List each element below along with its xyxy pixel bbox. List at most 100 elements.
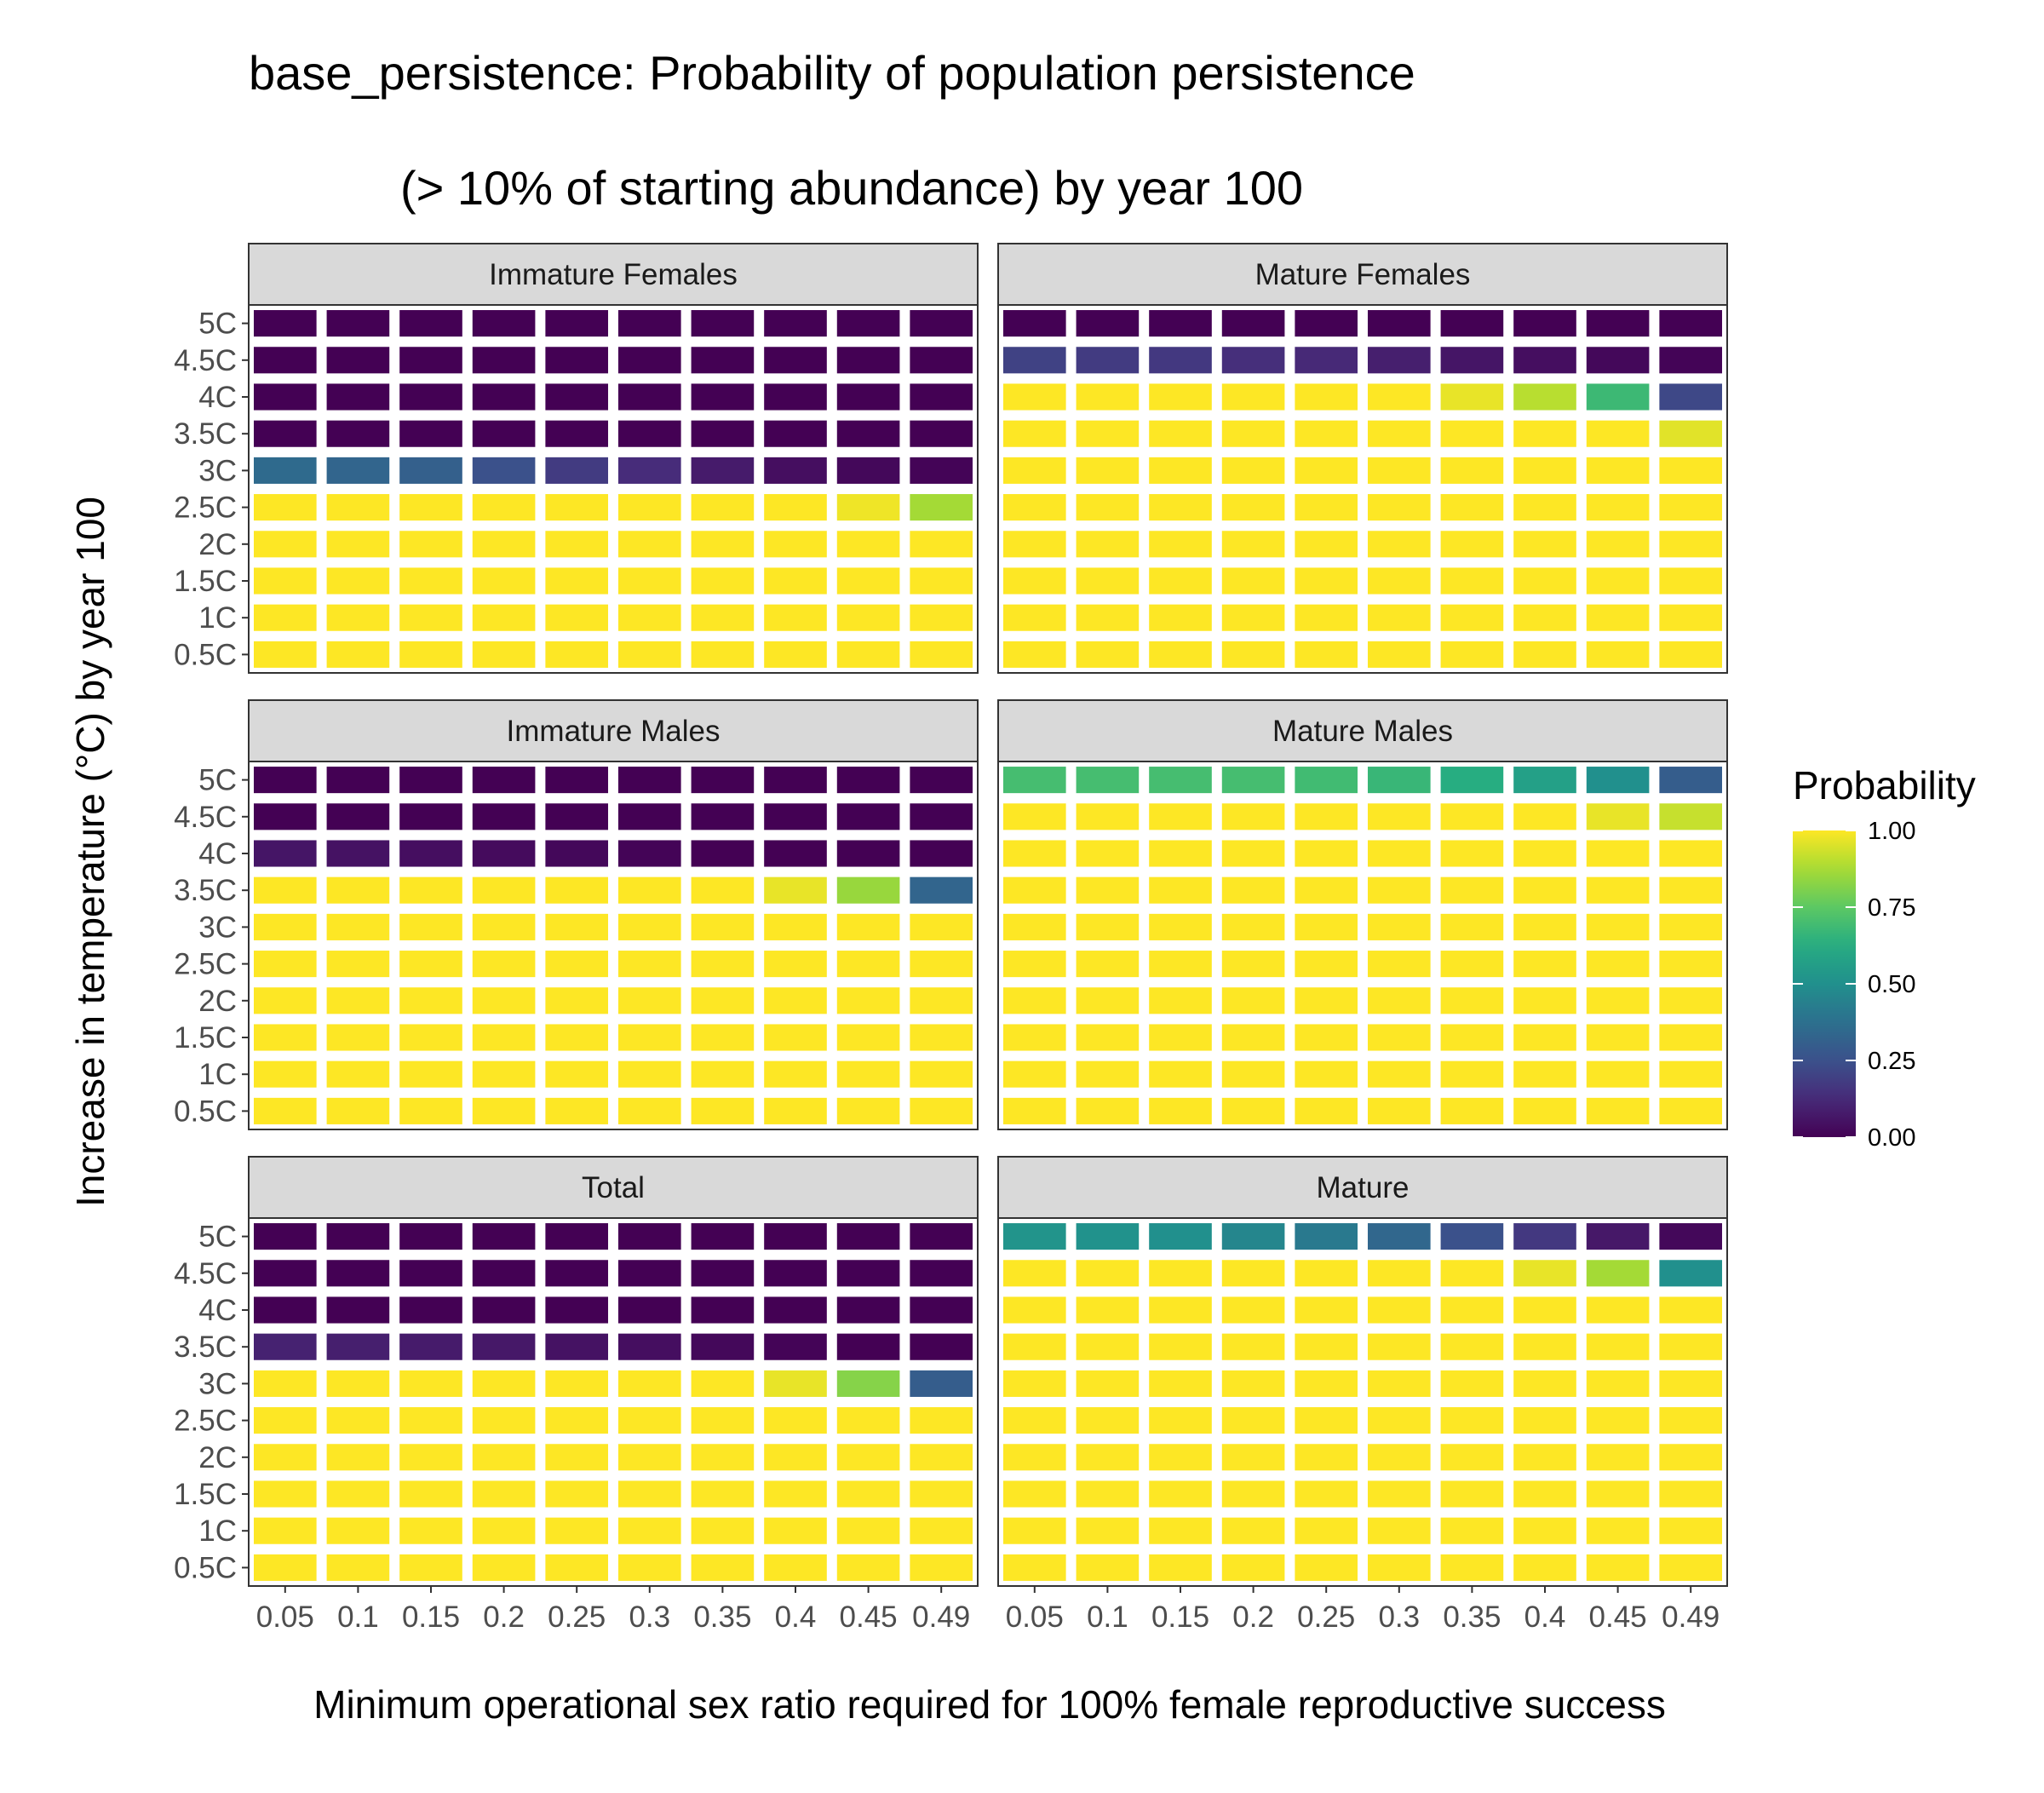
heatmap-tile — [545, 1554, 609, 1581]
heatmap-tile — [399, 383, 462, 411]
heatmap-tile — [545, 420, 609, 447]
heatmap-tile — [617, 840, 681, 867]
heatmap-tile — [253, 1370, 317, 1397]
heatmap-tile — [910, 567, 973, 595]
strip-immature-males — [248, 699, 979, 762]
heatmap-tile — [1149, 767, 1212, 794]
heatmap-tile — [1002, 1444, 1066, 1471]
heatmap-tile — [1002, 1296, 1066, 1324]
heatmap-tile — [910, 987, 973, 1014]
heatmap-tile — [1513, 457, 1576, 484]
heatmap-tile — [1586, 1407, 1650, 1434]
heatmap-tile — [1440, 567, 1504, 595]
legend-tick-label: 0.50 — [1868, 971, 1915, 998]
y-tick-label: 4C — [198, 381, 237, 414]
heatmap-tile — [1659, 494, 1723, 521]
heatmap-tile — [1076, 1407, 1140, 1434]
heatmap-tile — [1149, 1260, 1212, 1287]
heatmap-tile — [399, 420, 462, 447]
heatmap-tile — [1367, 1554, 1431, 1581]
heatmap-tile — [253, 1260, 317, 1287]
heatmap-tile — [1076, 840, 1140, 867]
heatmap-tile — [253, 1517, 317, 1544]
heatmap-tile — [399, 840, 462, 867]
x-tick-label: 0.3 — [1378, 1600, 1420, 1634]
heatmap-tile — [1586, 1370, 1650, 1397]
heatmap-tile — [399, 1407, 462, 1434]
heatmap-tile — [691, 1097, 755, 1124]
heatmap-tile — [1149, 420, 1212, 447]
heatmap-tile — [472, 1480, 536, 1508]
heatmap-tile — [691, 567, 755, 595]
y-tick-label: 2.5C — [174, 491, 237, 525]
heatmap-tile — [399, 803, 462, 830]
strip-mature-females — [997, 243, 1728, 306]
heatmap-tile — [1221, 420, 1285, 447]
heatmap-tile — [545, 1097, 609, 1124]
heatmap-tile — [1440, 420, 1504, 447]
heatmap-tile — [691, 1554, 755, 1581]
heatmap-tile — [1586, 1480, 1650, 1508]
heatmap-tile — [910, 803, 973, 830]
heatmap-tile — [1295, 1060, 1358, 1088]
heatmap-tile — [1295, 494, 1358, 521]
heatmap-tile — [326, 1333, 390, 1360]
heatmap-tile — [326, 840, 390, 867]
strip-label-total: Total — [582, 1171, 645, 1204]
heatmap-tile — [1149, 1223, 1212, 1250]
heatmap-tile — [1513, 347, 1576, 374]
legend-colorbar — [1793, 830, 1856, 1137]
y-tick-label: 4.5C — [174, 801, 237, 834]
heatmap-tile — [691, 1024, 755, 1051]
heatmap-tile — [1295, 767, 1358, 794]
heatmap-tile — [1002, 913, 1066, 940]
heatmap-tile — [764, 604, 827, 631]
y-tick-label: 5C — [198, 1221, 237, 1254]
heatmap-tile — [1367, 1370, 1431, 1397]
heatmap-tile — [1076, 494, 1140, 521]
heatmap-tile — [1002, 641, 1066, 668]
heatmap-tile — [691, 1444, 755, 1471]
heatmap-tile — [1076, 1370, 1140, 1397]
heatmap-tile — [1221, 1260, 1285, 1287]
x-tick-label: 0.45 — [840, 1600, 898, 1634]
heatmap-tile — [1367, 951, 1431, 978]
heatmap-tile — [617, 1370, 681, 1397]
y-tick-label: 2C — [198, 1441, 237, 1474]
heatmap-tile — [1513, 567, 1576, 595]
heatmap-tile — [1367, 803, 1431, 830]
heatmap-tile — [691, 803, 755, 830]
y-tick-label: 5C — [198, 764, 237, 797]
heatmap-tile — [253, 840, 317, 867]
heatmap-tile — [472, 1517, 536, 1544]
x-tick-label: 0.15 — [1151, 1600, 1209, 1634]
heatmap-tile — [764, 1370, 827, 1397]
heatmap-tile — [691, 1370, 755, 1397]
heatmap-tile — [1440, 1260, 1504, 1287]
heatmap-tile — [1221, 531, 1285, 558]
heatmap-tile — [691, 457, 755, 484]
heatmap-tile — [1002, 347, 1066, 374]
strip-label-immature-females: Immature Females — [489, 258, 738, 291]
heatmap-tile — [472, 951, 536, 978]
heatmap-tile — [764, 876, 827, 904]
heatmap-tile — [399, 1480, 462, 1508]
heatmap-tile — [617, 1296, 681, 1324]
heatmap-tile — [1659, 1296, 1723, 1324]
heatmap-tile — [1586, 604, 1650, 631]
heatmap-tile — [1149, 604, 1212, 631]
heatmap-tile — [910, 494, 973, 521]
panel-mature-females: Mature Females — [997, 243, 1728, 674]
heatmap-tile — [1586, 876, 1650, 904]
heatmap-tile — [1221, 1480, 1285, 1508]
heatmap-tile — [326, 1444, 390, 1471]
heatmap-tile — [399, 1024, 462, 1051]
heatmap-tile — [764, 1260, 827, 1287]
heatmap-tile — [1002, 1333, 1066, 1360]
heatmap-tile — [1367, 987, 1431, 1014]
x-tick-label: 0.2 — [1232, 1600, 1274, 1634]
heatmap-tile — [910, 531, 973, 558]
heatmap-tile — [326, 1554, 390, 1581]
heatmap-tile — [836, 1370, 900, 1397]
heatmap-tile — [545, 1024, 609, 1051]
